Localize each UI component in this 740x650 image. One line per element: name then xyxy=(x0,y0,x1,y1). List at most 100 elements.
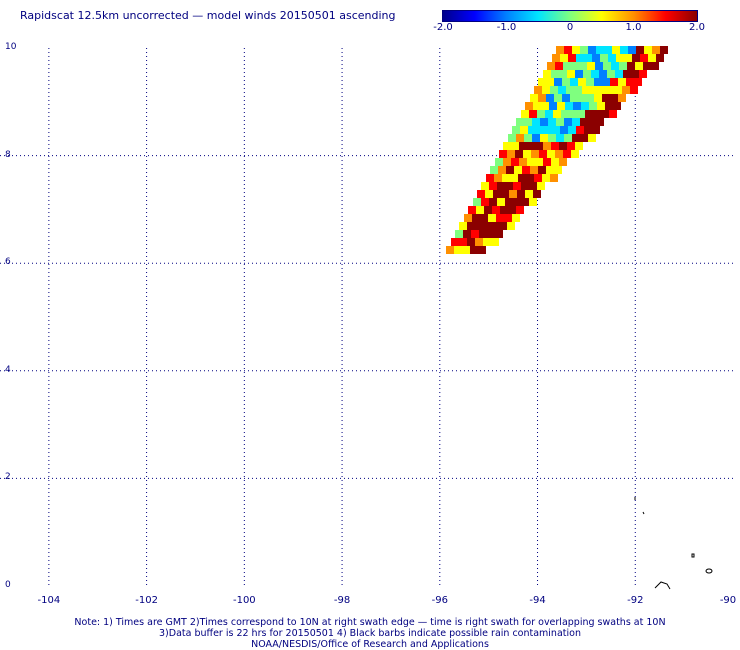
swath-cell xyxy=(490,166,498,174)
x-tick-label: -90 xyxy=(719,595,737,606)
swath-cell xyxy=(531,150,539,158)
swath-cell xyxy=(613,102,621,110)
swath-cell xyxy=(572,46,580,54)
swath-cell xyxy=(599,70,607,78)
swath-cell xyxy=(475,222,483,230)
swath-cell xyxy=(584,126,592,134)
swath-cell xyxy=(488,214,496,222)
swath-cell xyxy=(530,94,538,102)
swath-cell xyxy=(462,246,470,254)
swath-cell xyxy=(592,54,600,62)
swath-cell xyxy=(540,118,548,126)
swath-cell xyxy=(588,134,596,142)
swath-cell xyxy=(611,62,619,70)
swath-cell xyxy=(485,190,493,198)
swath-cell xyxy=(631,70,639,78)
swath-cell xyxy=(578,78,586,86)
swath-cell xyxy=(509,190,517,198)
swath-cell xyxy=(519,158,527,166)
y-tick-label: 4 xyxy=(5,364,11,375)
y-tick-label: 0 xyxy=(5,580,11,590)
coastline xyxy=(705,568,713,574)
swath-cell xyxy=(527,158,535,166)
swath-cell xyxy=(473,198,481,206)
swath-cell xyxy=(559,142,567,150)
swath-cell xyxy=(644,46,652,54)
swath-cell xyxy=(491,222,499,230)
x-tick-label: -98 xyxy=(333,595,351,606)
swath-cell xyxy=(639,70,647,78)
swath-cell xyxy=(602,78,610,86)
x-tick-label: -104 xyxy=(37,595,61,606)
y-tick-label: 2 xyxy=(5,472,11,483)
swath-cell xyxy=(562,78,570,86)
colorbar-tick-label: -1.0 xyxy=(496,22,517,33)
swath-cell xyxy=(532,118,540,126)
swath-cell xyxy=(495,230,503,238)
swath-cell xyxy=(526,174,534,182)
swath-cell xyxy=(507,150,515,158)
swath-cell xyxy=(516,118,524,126)
colorbar-tick-label: -2.0 xyxy=(433,22,453,33)
swath-cell xyxy=(513,198,521,206)
swath-cell xyxy=(535,158,543,166)
swath-cell xyxy=(656,54,664,62)
swath-cell xyxy=(538,94,546,102)
swath-cell xyxy=(468,206,476,214)
swath-cell xyxy=(512,126,520,134)
swath-cell xyxy=(534,86,542,94)
swath-cell xyxy=(508,134,516,142)
swath-cell xyxy=(537,110,545,118)
x-tick-label: -92 xyxy=(627,595,644,606)
swath-cell xyxy=(499,150,507,158)
swath-cell xyxy=(582,86,590,94)
swath-cell xyxy=(470,246,478,254)
swath-cell xyxy=(484,206,492,214)
colorbar-tick-label: 1.0 xyxy=(625,22,642,33)
swath-cell xyxy=(557,102,565,110)
swath-cell xyxy=(529,110,537,118)
swath-cell xyxy=(570,94,578,102)
swath-cell xyxy=(607,70,615,78)
swath-cell xyxy=(546,166,554,174)
swath-cell xyxy=(476,206,484,214)
swath-cell xyxy=(497,198,505,206)
swath-cell xyxy=(454,246,462,254)
swath-cell xyxy=(491,238,499,246)
swath-cell xyxy=(551,158,559,166)
swath-cell xyxy=(580,118,588,126)
swath-cell xyxy=(521,198,529,206)
swath-cell xyxy=(523,150,531,158)
swath-cell xyxy=(463,230,471,238)
swath-cell xyxy=(558,86,566,94)
x-tick-label: -96 xyxy=(431,595,448,606)
swath-cell xyxy=(538,166,546,174)
colorbar xyxy=(442,10,698,22)
swath-cell xyxy=(538,78,546,86)
swath-cell xyxy=(498,166,506,174)
swath-cell xyxy=(593,110,601,118)
y-tick-label: 10 xyxy=(5,42,17,52)
swath-cell xyxy=(472,214,480,222)
swath-cell xyxy=(590,86,598,94)
swath-cell xyxy=(563,62,571,70)
swath-cell xyxy=(626,78,634,86)
swath-cell xyxy=(610,94,618,102)
swath-cell xyxy=(499,222,507,230)
swath-cell xyxy=(529,182,537,190)
swath-cell xyxy=(501,190,509,198)
swath-cell xyxy=(630,86,638,94)
swath-cell xyxy=(555,150,563,158)
swath-cell xyxy=(559,70,567,78)
swath-cell xyxy=(568,126,576,134)
swath-cell xyxy=(554,78,562,86)
map-title: Rapidscat 12.5km uncorrected — model win… xyxy=(20,9,396,22)
swath-cell xyxy=(648,54,656,62)
swath-cell xyxy=(515,150,523,158)
swath-cell xyxy=(622,86,630,94)
swath-cell xyxy=(446,246,454,254)
swath-cell xyxy=(604,46,612,54)
swath-cell xyxy=(596,118,604,126)
swath-cell xyxy=(606,86,614,94)
swath-cell xyxy=(534,174,542,182)
